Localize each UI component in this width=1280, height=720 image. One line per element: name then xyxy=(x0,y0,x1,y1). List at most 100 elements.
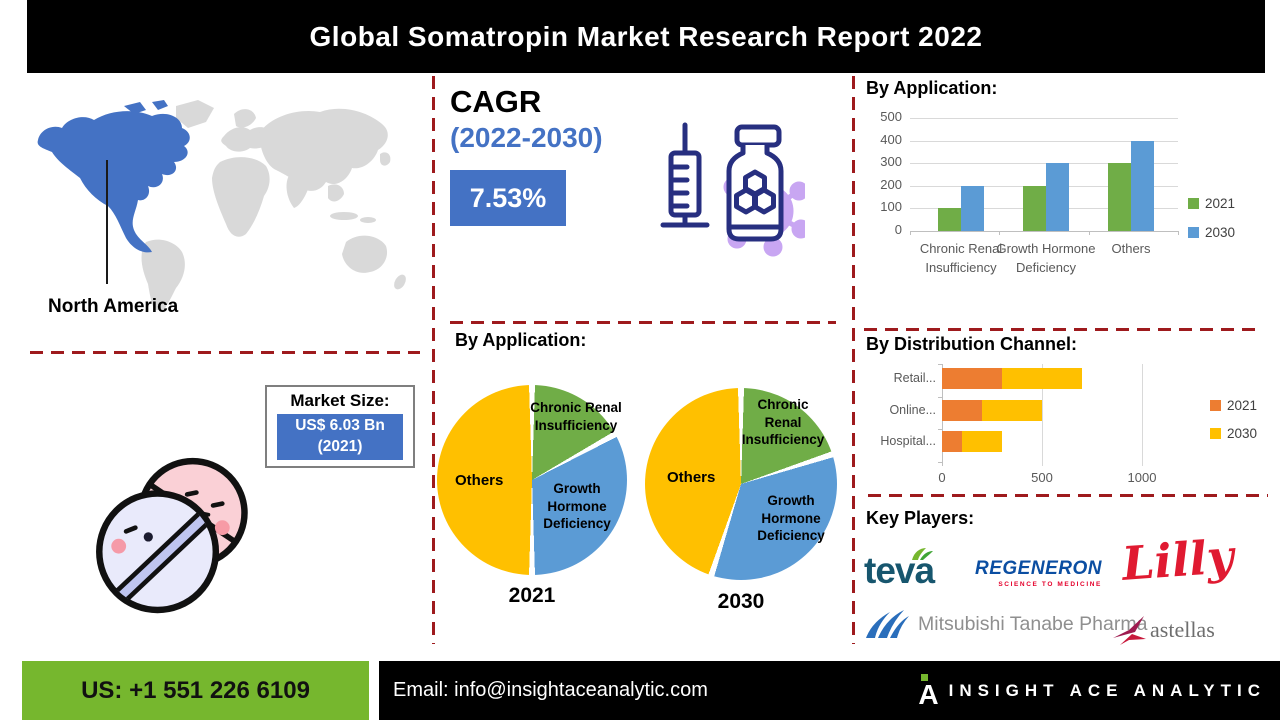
logo-regeneron: REGENERON SCIENCE TO MEDICINE xyxy=(975,558,1102,588)
pie-slice-label: Chronic Renal Insufficiency xyxy=(530,400,622,433)
y-tick-label: 100 xyxy=(880,199,902,215)
axis-tick xyxy=(910,231,911,235)
gridline xyxy=(910,163,1178,165)
market-size-value: US$ 6.03 Bn (2021) xyxy=(277,414,403,460)
divider-horizontal-map xyxy=(30,351,420,354)
mitsubishi-swoosh-icon xyxy=(866,610,909,638)
world-map xyxy=(37,100,406,310)
x-tick-label: 0 xyxy=(938,470,946,485)
astellas-star-icon xyxy=(1113,616,1146,645)
footer-bar: Email: info@insightaceanalytic.com A INS… xyxy=(379,661,1280,720)
application-bar-chart: 0 100 200 300 400 500 Chronic Renal Insufficie… xyxy=(866,106,1270,321)
category-label: Hospital... xyxy=(880,434,936,448)
bar-2021 xyxy=(942,368,1002,389)
axis-tick xyxy=(1178,231,1179,235)
logo-astellas: astellas xyxy=(1112,614,1215,646)
bar-2030 xyxy=(962,431,1002,452)
category-label: Chronic Renal Insufficiency xyxy=(919,241,1003,275)
dist-chart-title: By Distribution Channel: xyxy=(866,334,1077,354)
y-tick-label: 500 xyxy=(880,109,902,124)
divider-horizontal-middle xyxy=(450,321,836,324)
divider-vertical-right xyxy=(852,76,855,644)
map-greenland xyxy=(176,100,214,128)
cagr-value-badge: 7.53% xyxy=(450,170,566,226)
logo-teva: teva xyxy=(864,548,935,592)
phone-badge: US: +1 551 226 6109 xyxy=(22,661,369,720)
y-tick-label: 400 xyxy=(880,131,902,147)
insight-ace-logo-icon: A xyxy=(918,673,939,709)
legend-item: 2030 xyxy=(1188,225,1235,240)
bar-2021 xyxy=(1023,185,1046,231)
legend-swatch xyxy=(1188,198,1199,209)
bar-2030 xyxy=(982,400,1042,421)
x-axis xyxy=(910,231,1178,232)
market-size-box: Market Size: US$ 6.03 Bn (2021) xyxy=(265,385,415,468)
legend-swatch xyxy=(1210,428,1221,439)
gridline xyxy=(1142,364,1143,466)
map-north-america-highlight xyxy=(37,111,190,253)
pie-slice-label: Others xyxy=(455,472,504,489)
y-tick-label: 200 xyxy=(880,176,902,192)
category-label: Online... xyxy=(889,403,936,417)
distribution-channel-chart: 0 500 1000 Retail... Online... Hospital... 202… xyxy=(866,362,1270,492)
bar-chart-title: By Application: xyxy=(866,78,998,98)
bar-2021 xyxy=(942,431,962,452)
bar-2030 xyxy=(1002,368,1082,389)
y-tick-label: 300 xyxy=(880,154,902,170)
pie-slice-label: Growth Hormone Deficiency xyxy=(757,493,825,544)
axis-tick xyxy=(938,397,942,398)
divider-horizontal-right2 xyxy=(868,494,1268,497)
pie-slice-label: Others xyxy=(667,469,716,486)
market-size-label: Market Size: xyxy=(290,391,390,410)
category-label: Growth Hormone Deficiency xyxy=(996,241,1096,275)
pie-chart-2030 xyxy=(645,388,837,580)
divider-vertical-left xyxy=(432,76,435,644)
legend-swatch xyxy=(1188,227,1199,238)
cagr-label: CAGR xyxy=(450,84,542,119)
x-tick-label: 500 xyxy=(1031,470,1053,485)
gridline xyxy=(910,140,1178,142)
axis-tick xyxy=(999,231,1000,235)
legend-item: 2021 xyxy=(1210,398,1257,413)
axis-tick xyxy=(938,364,942,365)
email-text: Email: info@insightaceanalytic.com xyxy=(393,679,708,701)
legend-item: 2030 xyxy=(1210,426,1257,441)
category-label: Others xyxy=(1111,241,1151,256)
axis-tick xyxy=(1089,231,1090,235)
brand: A INSIGHT ACE ANALYTIC xyxy=(918,673,1266,709)
title-bar: Global Somatropin Market Research Report… xyxy=(27,0,1265,73)
bar-2030 xyxy=(1131,140,1154,231)
y-tick-label: 0 xyxy=(894,222,902,237)
pie-slice-label: Chronic Renal Insufficiency xyxy=(741,397,825,448)
logo-lilly: Lilly xyxy=(1120,529,1236,591)
legend-swatch xyxy=(1210,400,1221,411)
bar-2030 xyxy=(1046,163,1069,231)
bar-2021 xyxy=(942,400,982,421)
page-title: Global Somatropin Market Research Report… xyxy=(309,20,983,52)
legend-item: 2021 xyxy=(1188,196,1235,211)
gridline xyxy=(1042,364,1043,466)
cagr-period: (2022-2030) xyxy=(450,122,603,153)
pie-section-title: By Application: xyxy=(455,330,587,350)
x-tick-label: 1000 xyxy=(1127,470,1157,485)
key-players-title: Key Players: xyxy=(866,508,975,528)
gridline xyxy=(910,118,1178,119)
category-label: Retail... xyxy=(893,371,936,385)
bar-2030 xyxy=(961,185,984,231)
pills-icon xyxy=(96,457,248,614)
region-leader-line xyxy=(106,160,108,284)
logo-mitsubishi-tanabe: Mitsubishi Tanabe Pharma xyxy=(864,606,1147,642)
pie-year-label: 2030 xyxy=(717,590,765,613)
pie-chart-2021 xyxy=(437,385,627,575)
pie-slice-label: Growth Hormone Deficiency xyxy=(543,481,611,532)
syringe-vial-icon xyxy=(660,122,805,257)
bar-2021 xyxy=(938,208,961,231)
bar-2021 xyxy=(1108,163,1131,231)
axis-tick xyxy=(938,429,942,430)
region-label: North America xyxy=(48,296,179,317)
pie-year-label: 2021 xyxy=(508,584,556,607)
divider-horizontal-right1 xyxy=(864,328,1262,331)
brand-name: INSIGHT ACE ANALYTIC xyxy=(948,680,1266,700)
axis-tick xyxy=(938,462,942,463)
